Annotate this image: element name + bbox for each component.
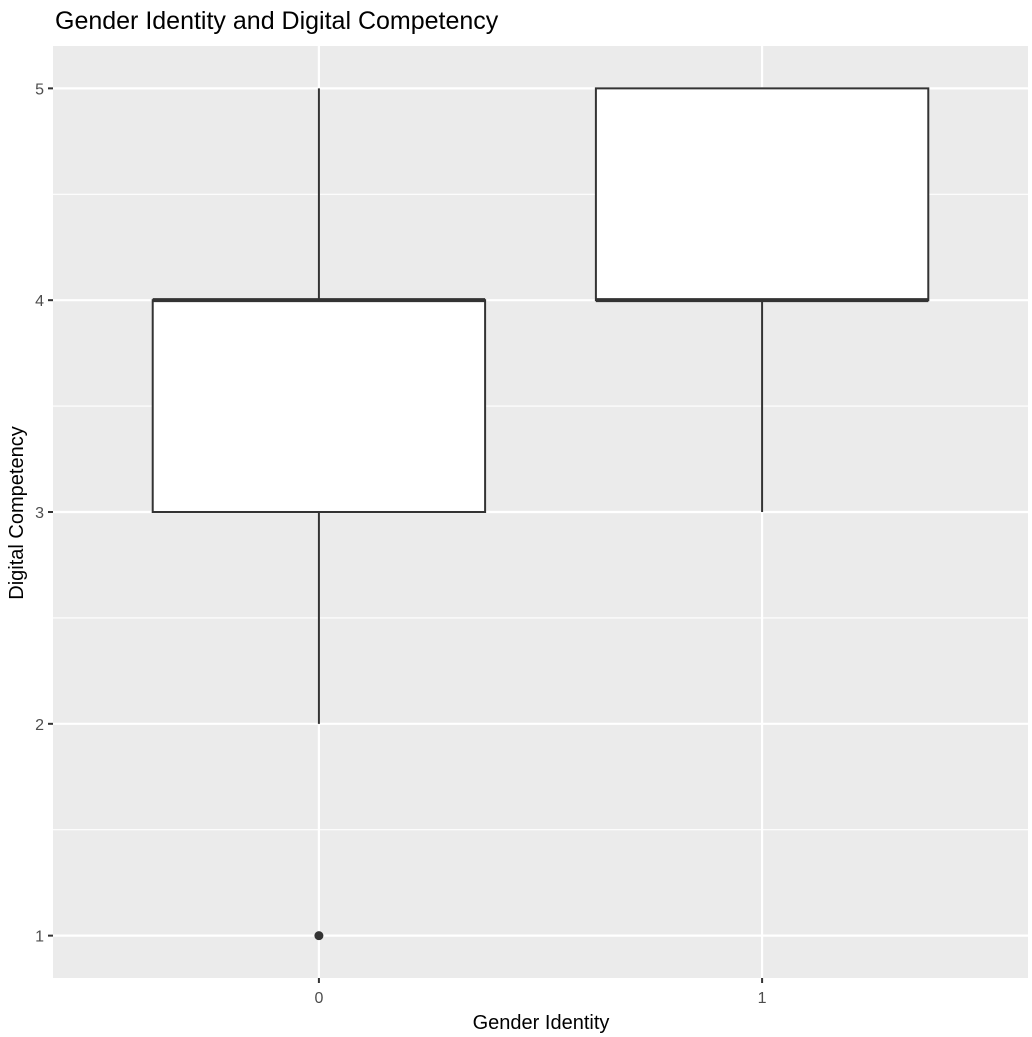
y-tick-label: 1: [35, 929, 44, 946]
box-body: [151, 299, 487, 513]
x-axis-label: Gender Identity: [473, 1012, 610, 1034]
x-tick-label: 1: [758, 990, 767, 1007]
y-tick-label: 4: [35, 293, 44, 310]
y-axis: 1 2 3 4 5: [35, 81, 53, 946]
chart-title: Gender Identity and Digital Competency: [55, 7, 499, 35]
outlier-point: [314, 931, 324, 941]
boxes: [151, 87, 930, 941]
y-axis-label: Digital Competency: [6, 426, 28, 599]
y-tick-label: 5: [35, 81, 44, 98]
x-tick-label: 0: [314, 990, 323, 1007]
y-tick-label: 3: [35, 505, 44, 522]
box-1: [594, 87, 930, 512]
box-0: [151, 88, 487, 941]
box-body: [594, 87, 930, 302]
y-tick-label: 2: [35, 717, 44, 734]
